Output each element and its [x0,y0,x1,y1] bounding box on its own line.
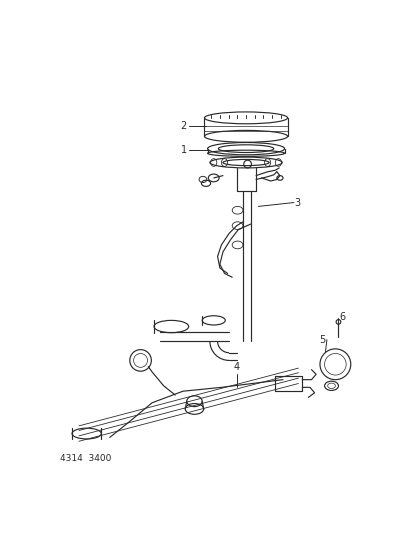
Text: 4314  3400: 4314 3400 [60,454,111,463]
Text: 3: 3 [295,198,301,207]
Text: 2: 2 [180,120,187,131]
Text: 6: 6 [339,311,345,321]
Text: 5: 5 [319,335,325,345]
Text: 1: 1 [181,145,187,155]
Text: 4: 4 [234,362,240,372]
